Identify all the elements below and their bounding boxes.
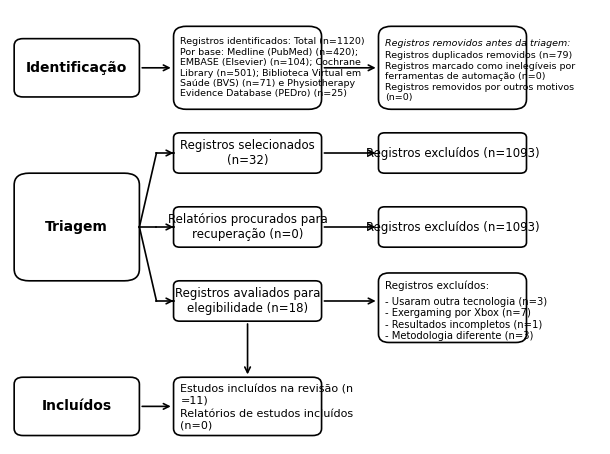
Text: Registros excluídos (n=1093): Registros excluídos (n=1093) <box>365 221 539 233</box>
FancyBboxPatch shape <box>174 207 321 247</box>
FancyBboxPatch shape <box>174 377 321 435</box>
FancyBboxPatch shape <box>174 26 321 109</box>
Text: Incluídos: Incluídos <box>41 400 112 414</box>
FancyBboxPatch shape <box>378 26 526 109</box>
FancyBboxPatch shape <box>174 281 321 321</box>
FancyBboxPatch shape <box>378 207 526 247</box>
Text: Relatórios procurados para
recuperação (n=0): Relatórios procurados para recuperação (… <box>168 213 328 241</box>
Text: Registros excluídos:: Registros excluídos: <box>386 281 490 291</box>
Text: Registros duplicados removidos (n=79)
Registros marcado como inelegíveis por
fer: Registros duplicados removidos (n=79) Re… <box>386 51 576 102</box>
FancyBboxPatch shape <box>378 133 526 173</box>
Text: Registros selecionados
(n=32): Registros selecionados (n=32) <box>180 139 315 167</box>
Text: Registros excluídos (n=1093): Registros excluídos (n=1093) <box>365 147 539 159</box>
Text: Registros identificados: Total (n=1120)
Por base: Medline (PubMed) (n=420);
EMBA: Registros identificados: Total (n=1120) … <box>181 37 365 99</box>
FancyBboxPatch shape <box>14 173 140 281</box>
Text: Relatórios de estudos incluídos
(n=0): Relatórios de estudos incluídos (n=0) <box>181 409 354 431</box>
Text: Estudos incluídos na revisão (n
=11): Estudos incluídos na revisão (n =11) <box>181 385 354 406</box>
Text: Identificação: Identificação <box>26 61 127 75</box>
FancyBboxPatch shape <box>174 133 321 173</box>
Text: Triagem: Triagem <box>45 220 108 234</box>
Text: Registros avaliados para
elegibilidade (n=18): Registros avaliados para elegibilidade (… <box>175 287 320 315</box>
FancyBboxPatch shape <box>378 273 526 342</box>
Text: - Usaram outra tecnologia (n=3)
- Exergaming por Xbox (n=7)
- Resultados incompl: - Usaram outra tecnologia (n=3) - Exerga… <box>386 296 547 341</box>
Text: Registros removidos antes da triagem:: Registros removidos antes da triagem: <box>386 39 571 48</box>
FancyBboxPatch shape <box>14 377 140 435</box>
FancyBboxPatch shape <box>14 39 140 97</box>
